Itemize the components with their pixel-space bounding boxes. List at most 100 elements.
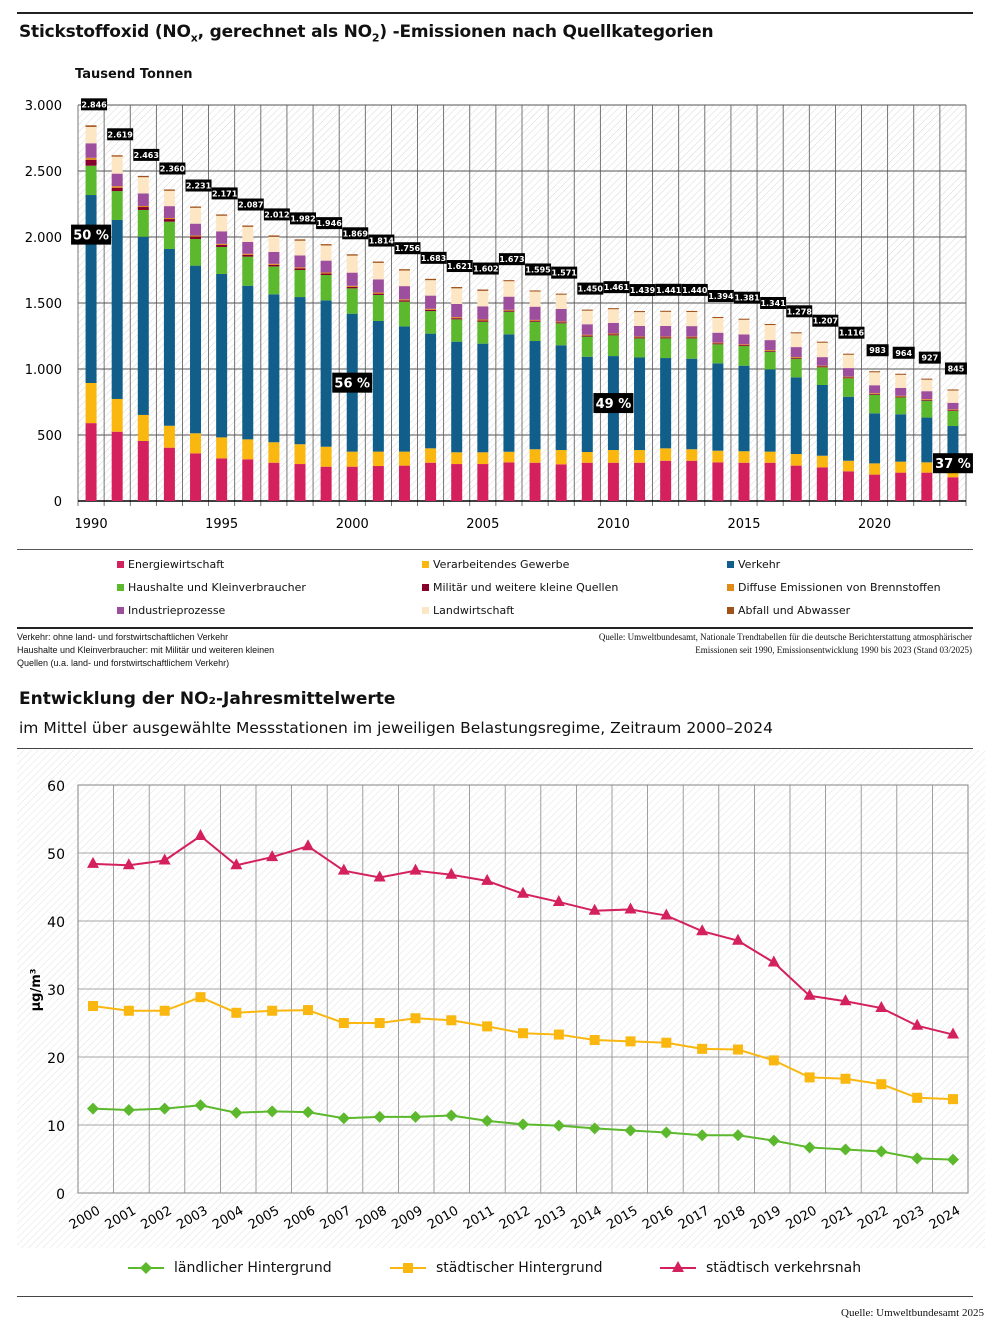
bar-segment-landwirtschaft [320, 245, 332, 261]
legend-item: Verarbeitendes Gewerbe [422, 558, 569, 571]
bar-segment-abfall-und-abwasser [451, 287, 463, 289]
data-point-diamond [875, 1145, 888, 1158]
bar-segment-industrieprozesse [503, 296, 515, 310]
bar-segment-militär-und-weitere-kleine-quellen [216, 244, 228, 248]
data-point-square [697, 1043, 708, 1054]
bar-segment-landwirtschaft [921, 379, 933, 392]
bar-segment-landwirtschaft [660, 311, 672, 326]
bar-segment-haushalte-und-kleinverbraucher [816, 367, 828, 385]
bar-segment-militär-und-weitere-kleine-quellen [607, 334, 619, 336]
x-tick-label: 2005 [466, 517, 499, 532]
bar-segment-haushalte-und-kleinverbraucher [686, 338, 698, 359]
total-label: 2.463 [133, 148, 160, 161]
bar-segment-verarbeitendes-gewerbe [869, 463, 881, 475]
bar-segment-diffuse-emissionen-von-brennstoffen [921, 399, 933, 400]
bar-segment-diffuse-emissionen-von-brennstoffen [634, 336, 646, 338]
total-label: 1.595 [525, 263, 551, 276]
bar-segment-verarbeitendes-gewerbe [634, 450, 646, 463]
bar-segment-abfall-und-abwasser [372, 261, 384, 263]
total-label: 1.441 [655, 283, 682, 296]
bar-segment-industrieprozesse [398, 286, 410, 300]
bar-segment-verkehr [869, 413, 881, 464]
bar-segment-haushalte-und-kleinverbraucher [216, 247, 228, 274]
bar-segment-militär-und-weitere-kleine-quellen [425, 309, 437, 312]
bar-segment-industrieprozesse [738, 334, 750, 345]
bar-segment-militär-und-weitere-kleine-quellen [947, 410, 959, 411]
total-label-box [603, 281, 630, 294]
bar-segment-industrieprozesse [921, 391, 933, 400]
bar-segment-verarbeitendes-gewerbe [660, 448, 672, 461]
total-label-text: 1.381 [734, 294, 760, 303]
data-point-diamond [624, 1124, 637, 1137]
total-label-text: 1.441 [656, 286, 682, 295]
bar-segment-verarbeitendes-gewerbe [451, 452, 463, 465]
share-annotation: 49 % [593, 393, 634, 414]
total-label: 1.683 [420, 251, 447, 264]
bar-segment-militär-und-weitere-kleine-quellen [346, 286, 358, 289]
total-label-box [786, 305, 813, 318]
legend-label: Haushalte und Kleinverbraucher [128, 581, 306, 594]
bar-segment-verkehr [895, 414, 907, 462]
data-point-diamond [445, 1109, 458, 1122]
total-label-text: 1.450 [578, 285, 604, 294]
bar-segment-landwirtschaft [268, 236, 280, 252]
bar-segment-diffuse-emissionen-von-brennstoffen [581, 334, 593, 336]
chart2-source: Quelle: Umweltbundesamt 2025 [841, 1307, 984, 1319]
bar-segment-militär-und-weitere-kleine-quellen [320, 273, 332, 276]
legend-item: städtisch verkehrsnah [660, 1260, 861, 1276]
footnote-line: Haushalte und Kleinverbraucher: mit Mili… [17, 645, 275, 655]
bar-segment-haushalte-und-kleinverbraucher [529, 321, 541, 342]
bar-segment-abfall-und-abwasser [268, 235, 280, 237]
bar-segment-energiewirtschaft [268, 462, 280, 501]
data-point-triangle [373, 870, 386, 882]
total-label: 1.673 [498, 253, 525, 266]
bar-segment-abfall-und-abwasser [320, 244, 332, 246]
bar-segment-abfall-und-abwasser [764, 323, 776, 326]
bar-segment-abfall-und-abwasser [921, 378, 933, 380]
bar-segment-abfall-und-abwasser [242, 225, 254, 227]
total-label-box [263, 208, 290, 221]
bar-segment-verarbeitendes-gewerbe [764, 451, 776, 463]
total-label-box [812, 314, 839, 327]
total-label-text: 1.814 [369, 237, 395, 246]
total-label-box [577, 282, 604, 295]
bar-segment-verarbeitendes-gewerbe [921, 462, 933, 473]
bar-segment-militär-und-weitere-kleine-quellen [555, 322, 567, 324]
bar-segment-verkehr [294, 297, 306, 445]
bar-segment-industrieprozesse [790, 347, 802, 357]
bar-segment-haushalte-und-kleinverbraucher [790, 358, 802, 378]
legend-item: Haushalte und Kleinverbraucher [117, 581, 306, 594]
data-point-diamond [911, 1152, 924, 1165]
data-point-diamond [660, 1126, 673, 1139]
bar-segment-abfall-und-abwasser [895, 373, 907, 375]
bar-segment-militär-und-weitere-kleine-quellen [529, 320, 541, 322]
bar-segment-haushalte-und-kleinverbraucher [451, 319, 463, 342]
bar-segment-verarbeitendes-gewerbe [895, 461, 907, 473]
bar-segment-diffuse-emissionen-von-brennstoffen [842, 376, 854, 378]
bar-segment-verarbeitendes-gewerbe [216, 437, 228, 459]
bar-segment-abfall-und-abwasser [111, 155, 123, 157]
bar-segment-landwirtschaft [555, 294, 567, 309]
notes-rule [17, 627, 973, 629]
source-line: Quelle: Umweltbundesamt, Nationale Trend… [598, 632, 972, 642]
bar-segment-verkehr [111, 219, 123, 399]
bar-segment-verkehr [137, 236, 149, 415]
bar-segment-energiewirtschaft [242, 459, 254, 501]
bar-segment-verarbeitendes-gewerbe [712, 450, 724, 463]
data-point-square [482, 1021, 493, 1032]
bar-segment-diffuse-emissionen-von-brennstoffen [320, 272, 332, 274]
total-label: 1.440 [681, 283, 708, 296]
bar-segment-landwirtschaft [947, 390, 959, 403]
share-annotation: 37 % [932, 453, 973, 474]
total-label: 1.571 [551, 266, 577, 279]
total-label: 1.450 [577, 282, 604, 295]
data-point-square [589, 1035, 600, 1045]
bar-segment-industrieprozesse [372, 279, 384, 293]
bar-segment-haushalte-und-kleinverbraucher [372, 294, 384, 321]
bar-segment-energiewirtschaft [503, 462, 515, 501]
bar-segment-verarbeitendes-gewerbe [163, 425, 175, 448]
bar-segment-energiewirtschaft [686, 460, 698, 501]
bar-segment-verarbeitendes-gewerbe [137, 414, 149, 441]
total-label-box [681, 283, 708, 296]
bar-segment-industrieprozesse [85, 143, 97, 158]
